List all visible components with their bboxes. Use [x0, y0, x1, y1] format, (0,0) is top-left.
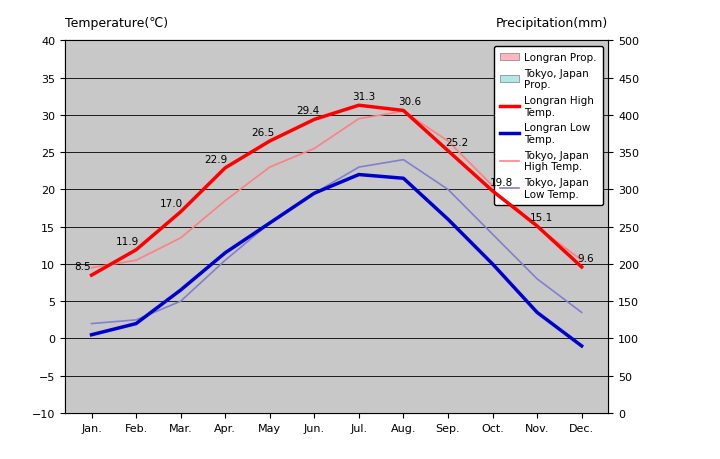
- Line: Tokyo, Japan
High Temp.: Tokyo, Japan High Temp.: [91, 112, 582, 268]
- Text: 17.0: 17.0: [160, 198, 184, 208]
- Longran Low
Temp.: [444, 217, 452, 223]
- Bar: [566, 375, 582, 413]
- Bar: [388, 298, 403, 413]
- Legend: Longran Prop., Tokyo, Japan
Prop., Longran High
Temp., Longran Low
Temp., Tokyo,: Longran Prop., Tokyo, Japan Prop., Longr…: [494, 46, 603, 205]
- Bar: [225, 380, 240, 413]
- Bar: [343, 298, 359, 413]
- Longran High
Temp.: [221, 166, 230, 171]
- Tokyo, Japan
High Temp.: [221, 198, 230, 204]
- Tokyo, Japan
High Temp.: [132, 258, 140, 263]
- Longran High
Temp.: [310, 118, 319, 123]
- Bar: [403, 372, 419, 413]
- Longran High
Temp.: [176, 210, 185, 215]
- Text: Precipitation(mm): Precipitation(mm): [496, 17, 608, 30]
- Tokyo, Japan
Low Temp.: [266, 221, 274, 226]
- Bar: [477, 268, 492, 413]
- Line: Longran High
Temp.: Longran High Temp.: [91, 106, 582, 275]
- Longran Low
Temp.: [488, 262, 497, 267]
- Bar: [136, 407, 152, 413]
- Tokyo, Japan
Low Temp.: [221, 258, 230, 263]
- Tokyo, Japan
Low Temp.: [488, 232, 497, 237]
- Text: 9.6: 9.6: [578, 253, 595, 263]
- Tokyo, Japan
High Temp.: [444, 139, 452, 145]
- Text: 11.9: 11.9: [115, 236, 139, 246]
- Bar: [315, 363, 330, 413]
- Tokyo, Japan
High Temp.: [87, 265, 96, 271]
- Longran High
Temp.: [533, 224, 541, 229]
- Longran High
Temp.: [488, 189, 497, 194]
- Tokyo, Japan
High Temp.: [310, 146, 319, 152]
- Line: Tokyo, Japan
Low Temp.: Tokyo, Japan Low Temp.: [91, 160, 582, 324]
- Tokyo, Japan
Low Temp.: [87, 321, 96, 327]
- Tokyo, Japan
Low Temp.: [444, 187, 452, 193]
- Bar: [448, 365, 464, 413]
- Text: 8.5: 8.5: [74, 262, 91, 272]
- Bar: [181, 397, 197, 413]
- Text: 25.2: 25.2: [445, 137, 469, 147]
- Bar: [254, 309, 270, 413]
- Tokyo, Japan
High Temp.: [354, 117, 363, 122]
- Longran High
Temp.: [399, 108, 408, 114]
- Longran High
Temp.: [577, 264, 586, 270]
- Longran Low
Temp.: [310, 191, 319, 196]
- Bar: [299, 283, 315, 413]
- Bar: [270, 367, 285, 413]
- Bar: [76, 375, 91, 413]
- Bar: [120, 371, 136, 413]
- Text: 29.4: 29.4: [296, 106, 319, 116]
- Tokyo, Japan
Low Temp.: [399, 157, 408, 163]
- Tokyo, Japan
High Temp.: [176, 235, 185, 241]
- Text: Temperature(℃): Temperature(℃): [65, 17, 168, 30]
- Longran Low
Temp.: [533, 310, 541, 315]
- Tokyo, Japan
Low Temp.: [577, 310, 586, 315]
- Longran High
Temp.: [354, 103, 363, 109]
- Tokyo, Japan
High Temp.: [399, 109, 408, 115]
- Bar: [359, 359, 374, 413]
- Longran High
Temp.: [266, 139, 274, 145]
- Longran Low
Temp.: [266, 221, 274, 226]
- Longran High
Temp.: [444, 149, 452, 154]
- Text: 22.9: 22.9: [204, 155, 228, 164]
- Bar: [492, 372, 508, 413]
- Tokyo, Japan
High Temp.: [533, 224, 541, 230]
- Tokyo, Japan
Low Temp.: [176, 299, 185, 304]
- Longran Low
Temp.: [399, 176, 408, 182]
- Longran High
Temp.: [132, 247, 140, 253]
- Line: Longran Low
Temp.: Longran Low Temp.: [91, 175, 582, 346]
- Bar: [537, 397, 553, 413]
- Tokyo, Japan
Low Temp.: [533, 276, 541, 282]
- Tokyo, Japan
High Temp.: [577, 258, 586, 263]
- Bar: [521, 345, 537, 413]
- Text: 26.5: 26.5: [251, 128, 275, 138]
- Tokyo, Japan
Low Temp.: [310, 191, 319, 196]
- Longran Low
Temp.: [132, 321, 140, 327]
- Text: 31.3: 31.3: [351, 92, 375, 102]
- Longran Low
Temp.: [221, 251, 230, 256]
- Longran Low
Temp.: [577, 343, 586, 349]
- Bar: [582, 409, 598, 413]
- Longran Low
Temp.: [354, 173, 363, 178]
- Bar: [433, 257, 448, 413]
- Tokyo, Japan
High Temp.: [266, 165, 274, 170]
- Tokyo, Japan
Low Temp.: [354, 165, 363, 170]
- Longran Low
Temp.: [87, 332, 96, 338]
- Tokyo, Japan
Low Temp.: [132, 318, 140, 323]
- Bar: [210, 320, 225, 413]
- Longran Low
Temp.: [176, 288, 185, 293]
- Bar: [165, 324, 181, 413]
- Tokyo, Japan
High Temp.: [488, 184, 497, 189]
- Longran High
Temp.: [87, 273, 96, 278]
- Text: 30.6: 30.6: [399, 97, 422, 107]
- Text: 15.1: 15.1: [530, 213, 553, 223]
- Bar: [91, 409, 107, 413]
- Text: 19.8: 19.8: [490, 178, 513, 188]
